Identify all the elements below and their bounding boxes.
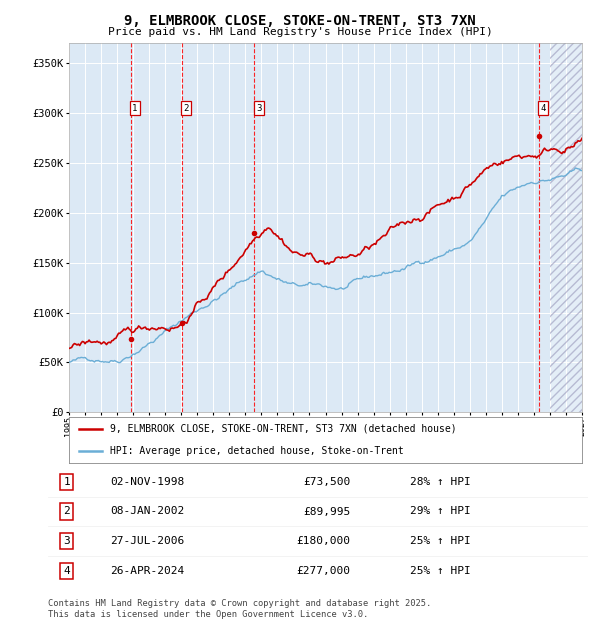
Text: £180,000: £180,000 [296, 536, 350, 546]
Text: 08-JAN-2002: 08-JAN-2002 [110, 507, 184, 516]
Text: 1: 1 [132, 104, 137, 113]
Text: 2: 2 [184, 104, 188, 113]
Text: 2: 2 [64, 507, 70, 516]
Text: 26-APR-2024: 26-APR-2024 [110, 566, 184, 576]
Text: Price paid vs. HM Land Registry's House Price Index (HPI): Price paid vs. HM Land Registry's House … [107, 27, 493, 37]
Text: 25% ↑ HPI: 25% ↑ HPI [410, 566, 470, 576]
Text: 27-JUL-2006: 27-JUL-2006 [110, 536, 184, 546]
Text: 25% ↑ HPI: 25% ↑ HPI [410, 536, 470, 546]
Text: 02-NOV-1998: 02-NOV-1998 [110, 477, 184, 487]
Text: 9, ELMBROOK CLOSE, STOKE-ON-TRENT, ST3 7XN (detached house): 9, ELMBROOK CLOSE, STOKE-ON-TRENT, ST3 7… [110, 423, 457, 434]
Text: £89,995: £89,995 [303, 507, 350, 516]
Text: HPI: Average price, detached house, Stoke-on-Trent: HPI: Average price, detached house, Stok… [110, 446, 404, 456]
Text: 9, ELMBROOK CLOSE, STOKE-ON-TRENT, ST3 7XN: 9, ELMBROOK CLOSE, STOKE-ON-TRENT, ST3 7… [124, 14, 476, 28]
Text: 29% ↑ HPI: 29% ↑ HPI [410, 507, 470, 516]
Text: 28% ↑ HPI: 28% ↑ HPI [410, 477, 470, 487]
Text: Contains HM Land Registry data © Crown copyright and database right 2025.
This d: Contains HM Land Registry data © Crown c… [48, 600, 431, 619]
Text: £73,500: £73,500 [303, 477, 350, 487]
Text: 4: 4 [64, 566, 70, 576]
Bar [550, 43, 582, 412]
Text: £277,000: £277,000 [296, 566, 350, 576]
Text: 3: 3 [256, 104, 262, 113]
Text: 1: 1 [64, 477, 70, 487]
Text: 4: 4 [541, 104, 546, 113]
Text: 3: 3 [64, 536, 70, 546]
